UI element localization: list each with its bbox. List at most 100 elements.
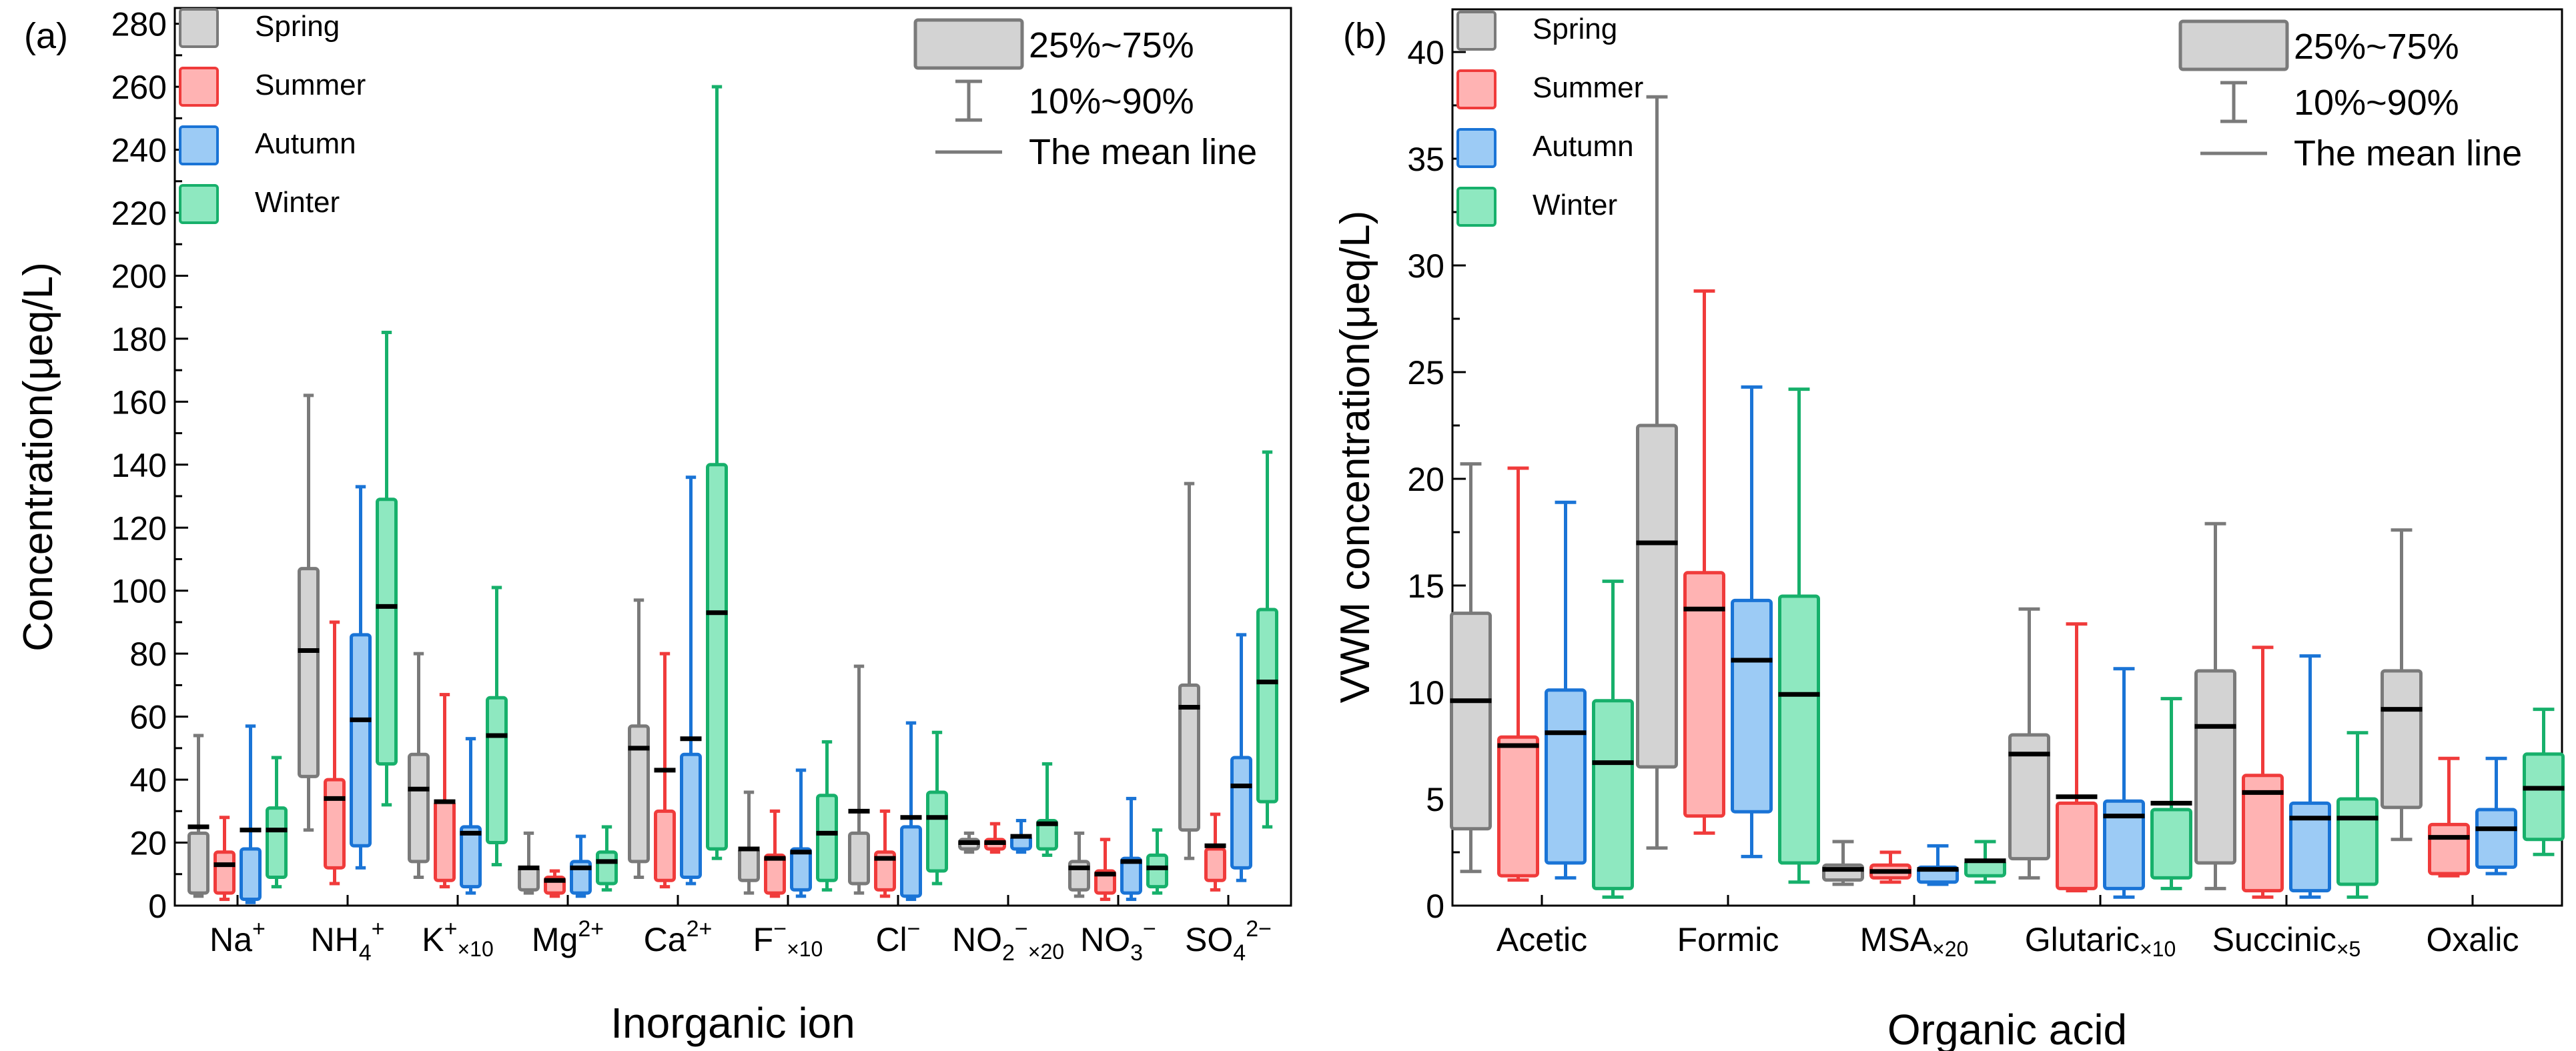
box-body <box>1230 756 1252 870</box>
box-autumn[interactable] <box>900 721 922 902</box>
label-subscript: 2 <box>1002 940 1015 966</box>
x-tick-label: Acetic <box>1496 921 1587 958</box>
x-tick-label: Glutaric×10 <box>2025 921 2176 961</box>
box-summer[interactable] <box>984 822 1006 854</box>
box-spring[interactable] <box>408 652 430 879</box>
box-autumn[interactable] <box>1010 818 1032 854</box>
box-autumn[interactable] <box>1917 844 1959 886</box>
box-summer[interactable] <box>2056 622 2098 893</box>
box-autumn[interactable] <box>570 834 592 898</box>
y-tick-label: 80 <box>129 636 167 673</box>
box-summer[interactable] <box>874 809 896 898</box>
box-body <box>1204 847 1226 882</box>
box-summer[interactable] <box>544 869 566 898</box>
box-spring[interactable] <box>187 734 209 898</box>
label-base: Glutaric <box>2025 921 2140 958</box>
box-spring[interactable] <box>738 790 760 895</box>
box-summer[interactable] <box>764 809 786 898</box>
plot-frame <box>173 7 1292 907</box>
box-winter[interactable] <box>376 330 398 807</box>
box-spring[interactable] <box>958 831 980 854</box>
label-multiplier: ×20 <box>1932 937 1968 961</box>
box-spring[interactable] <box>848 664 870 895</box>
legend-label: Winter <box>255 186 340 219</box>
box-body <box>1036 818 1058 851</box>
y-tick-label: 40 <box>129 762 167 799</box>
box-body <box>1683 571 1725 818</box>
box-body <box>376 497 398 766</box>
box-winter[interactable] <box>486 586 508 867</box>
label-superscript: − <box>1143 916 1156 942</box>
box-winter[interactable] <box>926 730 948 886</box>
box-summer[interactable] <box>2428 756 2470 878</box>
y-tick-label: 260 <box>111 69 167 106</box>
box-autumn[interactable] <box>1731 385 1773 858</box>
y-tick-label: 60 <box>129 699 167 736</box>
box-summer[interactable] <box>324 620 346 886</box>
box-body <box>1636 423 1678 769</box>
y-tick-label: 30 <box>1407 247 1444 285</box>
box-summer[interactable] <box>654 652 676 889</box>
label-superscript: − <box>1015 916 1028 942</box>
box-winter[interactable] <box>596 825 618 892</box>
box-body <box>706 463 728 851</box>
box-winter[interactable] <box>1778 387 1820 884</box>
box-winter[interactable] <box>1036 762 1058 857</box>
box-spring[interactable] <box>1636 95 1678 850</box>
box-winter[interactable] <box>1256 450 1278 829</box>
key-legend: 25%~75% 10%~90% The mean line <box>913 18 1257 172</box>
box-spring[interactable] <box>2008 607 2050 880</box>
box-spring[interactable] <box>1450 462 1492 874</box>
box-body <box>596 850 618 886</box>
box-summer[interactable] <box>213 816 236 902</box>
box-winter[interactable] <box>266 756 288 889</box>
legend-swatch <box>179 184 219 224</box>
x-tick-label: K+×10 <box>422 916 494 961</box>
box-body <box>2242 774 2284 893</box>
legend-swatch <box>1456 128 1496 168</box>
y-tick-label: 0 <box>148 888 167 925</box>
box-summer[interactable] <box>1204 812 1226 892</box>
box-autumn[interactable] <box>1230 633 1252 882</box>
box-winter[interactable] <box>1146 828 1168 895</box>
box-spring[interactable] <box>298 393 320 832</box>
box-spring[interactable] <box>2194 521 2236 890</box>
box-winter[interactable] <box>1964 840 2006 884</box>
box-summer[interactable] <box>1869 850 1911 884</box>
box-winter[interactable] <box>2523 708 2565 856</box>
box-autumn[interactable] <box>2103 667 2145 899</box>
box-autumn[interactable] <box>1545 500 1587 880</box>
box-winter[interactable] <box>1592 580 1634 899</box>
label-base: Na <box>209 921 252 958</box>
box-summer[interactable] <box>1094 838 1116 902</box>
label-base: NO <box>1080 921 1130 958</box>
box-body <box>1731 598 1773 814</box>
box-body <box>266 806 288 879</box>
box-autumn[interactable] <box>2289 654 2331 899</box>
box-autumn[interactable] <box>2475 756 2517 876</box>
box-spring[interactable] <box>628 598 650 879</box>
box-autumn[interactable] <box>1120 796 1142 902</box>
box-autumn[interactable] <box>240 724 262 904</box>
x-tick-label: Oxalic <box>2427 921 2519 958</box>
box-spring[interactable] <box>1822 840 1864 886</box>
box-autumn[interactable] <box>680 475 702 886</box>
box-autumn[interactable] <box>790 768 812 898</box>
y-tick-label: 220 <box>111 195 167 232</box>
box-summer[interactable] <box>1497 466 1539 882</box>
box-autumn[interactable] <box>460 737 482 895</box>
box-winter[interactable] <box>2150 697 2192 890</box>
box-winter[interactable] <box>816 740 838 892</box>
box-autumn[interactable] <box>350 485 372 870</box>
box-spring[interactable] <box>518 831 540 895</box>
box-spring[interactable] <box>1068 831 1090 898</box>
box-winter[interactable] <box>2336 731 2379 899</box>
box-summer[interactable] <box>434 693 456 889</box>
label-superscript: 2+ <box>578 916 604 942</box>
box-summer[interactable] <box>1683 289 1725 835</box>
box-spring[interactable] <box>1178 481 1200 860</box>
box-spring[interactable] <box>2381 528 2423 842</box>
box-body <box>2103 799 2145 890</box>
box-winter[interactable] <box>706 85 728 860</box>
box-summer[interactable] <box>2242 646 2284 899</box>
